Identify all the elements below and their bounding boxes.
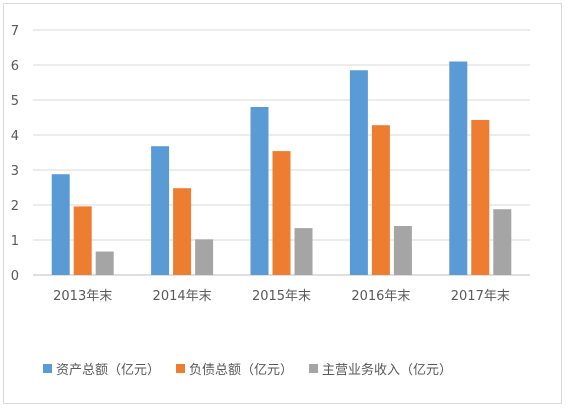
- y-tick-label: 1: [11, 234, 19, 249]
- bar: [349, 70, 368, 275]
- bar: [471, 119, 490, 275]
- bar: [371, 125, 390, 275]
- bar: [250, 107, 269, 275]
- legend-swatch: [176, 364, 186, 373]
- y-tick-label: 5: [11, 94, 19, 109]
- legend-label: 负债总额（亿元）: [189, 363, 293, 378]
- legend-swatch: [43, 364, 52, 373]
- y-tick-label: 4: [11, 129, 19, 144]
- legend-swatch: [309, 364, 319, 373]
- bar: [272, 151, 291, 275]
- bars: [51, 61, 512, 275]
- bar: [173, 188, 192, 275]
- y-tick-label: 3: [11, 164, 19, 179]
- x-category-label: 2013年末: [53, 289, 112, 304]
- y-tick-label: 2: [11, 199, 19, 214]
- bar: [493, 209, 512, 275]
- y-axis-ticks: 0 1 2 3 4 5 6 7: [11, 24, 19, 284]
- gridlines: [33, 29, 530, 276]
- x-axis-categories: 2013年末 2014年末 2015年末 2016年末 2017年末: [53, 289, 510, 304]
- y-tick-label: 7: [11, 24, 19, 39]
- x-category-label: 2017年末: [451, 289, 510, 304]
- x-category-label: 2016年末: [351, 289, 410, 304]
- bar: [51, 174, 70, 275]
- legend-label: 主营业务收入（亿元）: [322, 362, 452, 378]
- bar: [449, 61, 468, 275]
- legend-label: 资产总额（亿元）: [56, 363, 160, 378]
- bar: [294, 228, 313, 275]
- bar: [151, 146, 170, 275]
- x-category-label: 2015年末: [252, 289, 311, 304]
- bar: [73, 206, 92, 275]
- legend: 资产总额（亿元） 负债总额（亿元） 主营业务收入（亿元）: [43, 362, 452, 378]
- x-category-label: 2014年末: [153, 289, 212, 304]
- y-tick-label: 6: [11, 59, 19, 74]
- bar: [95, 251, 114, 275]
- y-tick-label: 0: [11, 269, 19, 284]
- bar: [195, 239, 214, 275]
- bar: [393, 226, 412, 275]
